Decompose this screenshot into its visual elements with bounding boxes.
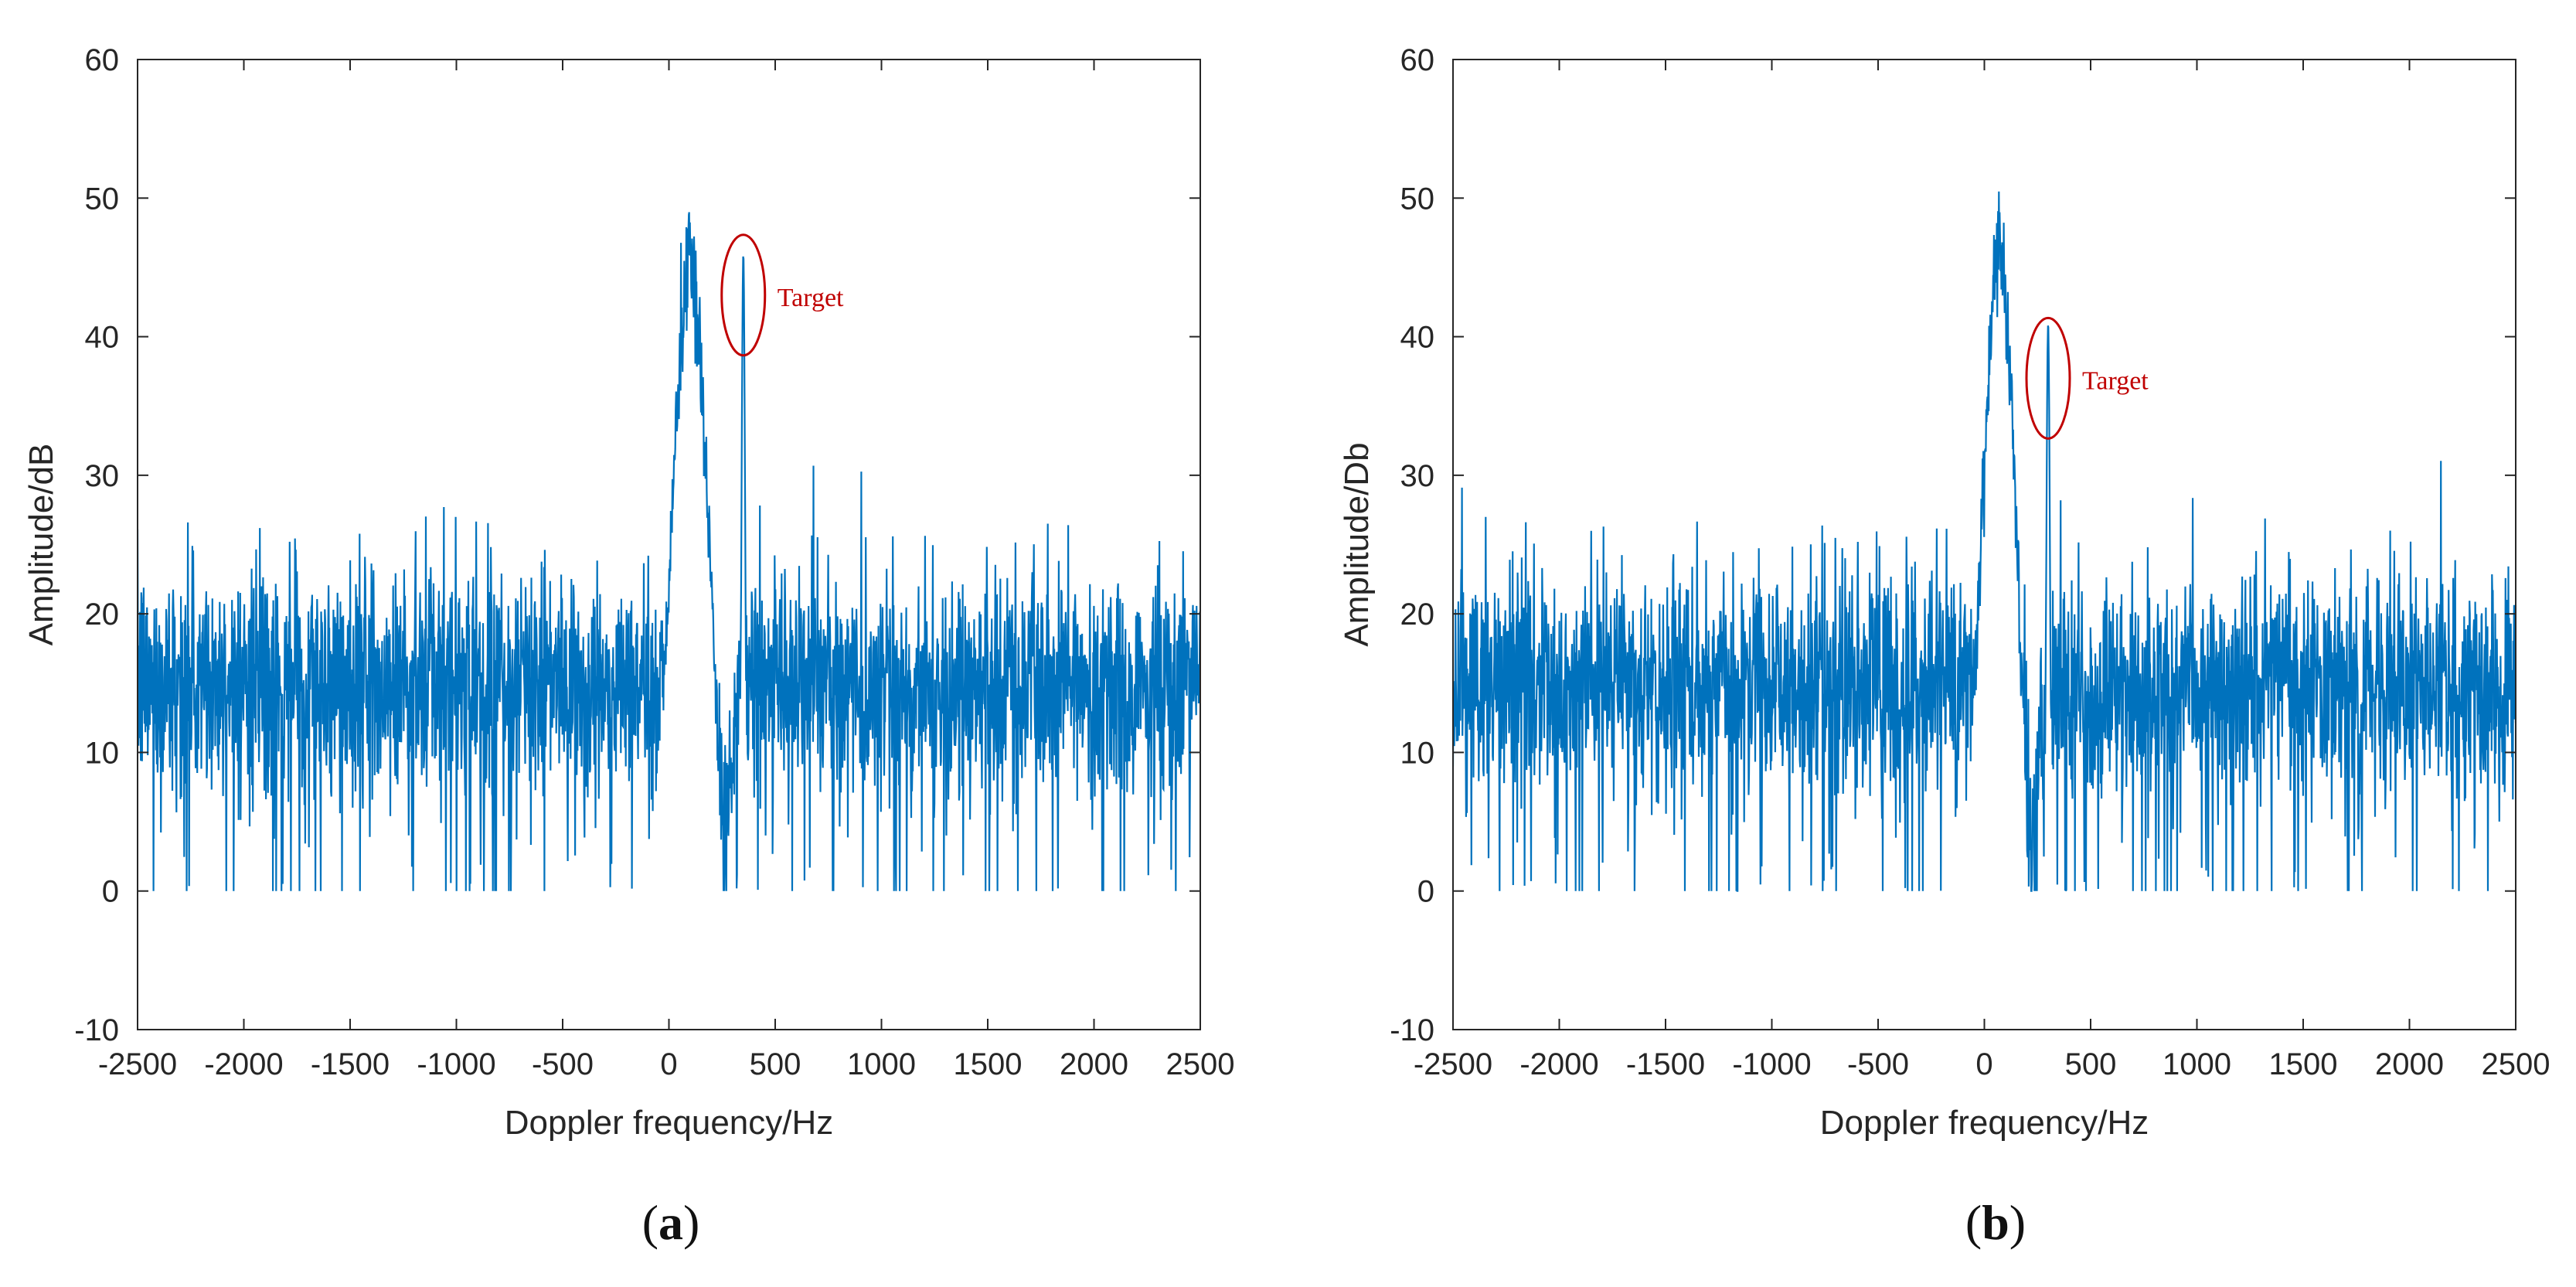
- x-tick-label: 2500: [2482, 1047, 2550, 1081]
- x-tick-label: 1000: [847, 1047, 916, 1081]
- x-tick-label: 1000: [2163, 1047, 2231, 1081]
- y-tick-label: 30: [1400, 459, 1435, 493]
- y-tick-label: 20: [1400, 598, 1435, 632]
- x-tick-label: -1000: [1732, 1047, 1811, 1081]
- caption-a: (a): [641, 1195, 700, 1250]
- chart-panel-a: -2500 -2000 -1500 -1000 -500 0 500 1000 1500 2000…: [22, 43, 1234, 1142]
- y-axis-label: Amplitude/Db: [1338, 442, 1376, 646]
- x-tick-label: -500: [1847, 1047, 1909, 1081]
- x-tick-label: -1000: [417, 1047, 495, 1081]
- x-tick-label: 500: [2065, 1047, 2117, 1081]
- y-tick-label: 50: [1400, 182, 1435, 216]
- x-tick-label: 2500: [1166, 1047, 1235, 1081]
- series-line: [1453, 191, 2516, 892]
- y-tick-label: 60: [85, 43, 120, 77]
- y-tick-label: 40: [1400, 321, 1435, 355]
- target-annotation: Target: [778, 284, 844, 312]
- y-tick-label: -10: [1390, 1013, 1434, 1047]
- x-tick-label: -2500: [1414, 1047, 1492, 1081]
- x-axis-label: Doppler frequency/Hz: [1820, 1104, 2149, 1142]
- axes-box: [1452, 59, 2516, 1030]
- x-axis-label: Doppler frequency/Hz: [505, 1104, 834, 1142]
- y-tick-label: 40: [85, 321, 120, 355]
- target-annotation: Target: [2082, 366, 2149, 395]
- axes-box: [137, 59, 1201, 1030]
- x-tick-label: 0: [660, 1047, 677, 1081]
- x-tick-label: 1500: [2269, 1047, 2338, 1081]
- target-ellipse: [2025, 316, 2071, 440]
- x-tick-label: 500: [750, 1047, 801, 1081]
- x-tick-label: 1500: [954, 1047, 1023, 1081]
- x-tick-label: 2000: [1060, 1047, 1128, 1081]
- y-tick-label: 0: [1417, 875, 1434, 909]
- y-tick-label: 10: [85, 736, 120, 770]
- y-tick-label: 50: [85, 182, 120, 216]
- x-tick-label: -2500: [98, 1047, 177, 1081]
- y-tick-label: 60: [1400, 43, 1435, 77]
- y-tick-label: 10: [1400, 736, 1435, 770]
- x-tick-label: -2000: [1519, 1047, 1598, 1081]
- chart-panel-b: -2500 -2000 -1500 -1000 -500 0 500 1000 1500 2000…: [1338, 43, 2550, 1142]
- y-tick-label: -10: [74, 1013, 119, 1047]
- x-tick-label: -2000: [204, 1047, 283, 1081]
- y-tick-label: 0: [102, 875, 119, 909]
- y-tick-label: 30: [85, 459, 120, 493]
- x-tick-label: -1500: [1626, 1047, 1705, 1081]
- x-tick-label: -500: [532, 1047, 594, 1081]
- x-tick-label: -1500: [311, 1047, 390, 1081]
- y-tick-label: 20: [85, 598, 120, 632]
- target-ellipse: [720, 233, 767, 357]
- x-tick-label: 2000: [2375, 1047, 2444, 1081]
- series-line: [138, 212, 1200, 891]
- y-axis-label: Amplitude/dB: [22, 444, 60, 646]
- caption-b: (b): [1965, 1195, 2026, 1250]
- x-tick-label: 0: [1975, 1047, 1992, 1081]
